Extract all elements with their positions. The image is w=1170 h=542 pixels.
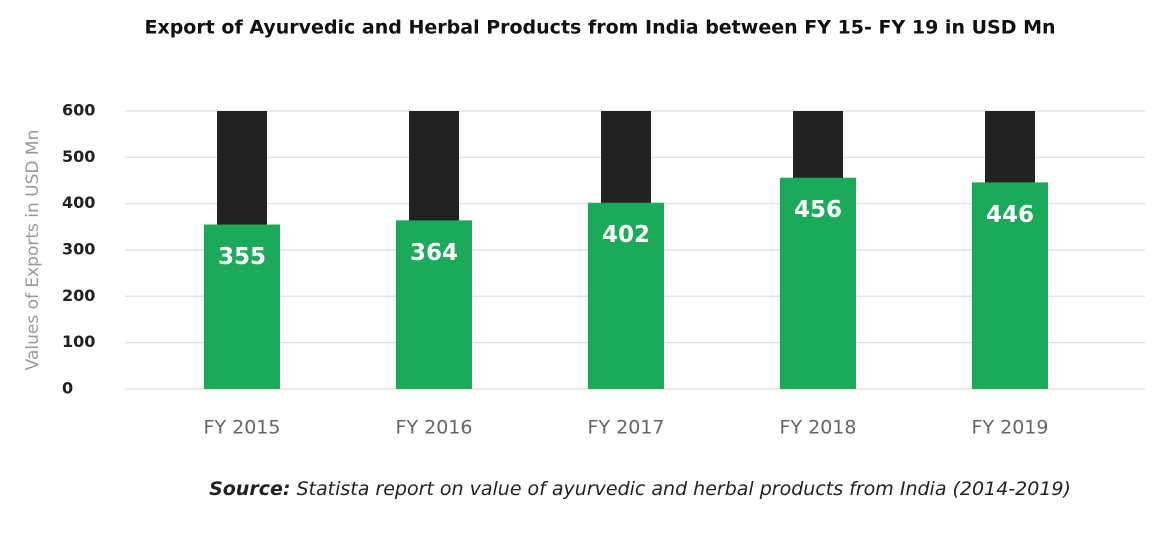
y-axis-label: Values of Exports in USD Mn: [23, 130, 43, 371]
x-tick-label: FY 2015: [204, 417, 281, 439]
bar: [396, 220, 472, 389]
data-label: 446: [986, 202, 1034, 228]
x-tick-label: FY 2016: [396, 417, 473, 439]
bar: [780, 177, 856, 389]
bar: [588, 202, 664, 389]
source-text: Statista report on value of ayurvedic an…: [297, 478, 1071, 500]
y-tick-label: 400: [62, 193, 95, 212]
bar: [204, 224, 280, 389]
data-label: 364: [410, 240, 458, 266]
y-tick-label: 0: [62, 379, 73, 398]
data-label: 355: [218, 244, 266, 270]
x-tick-label: FY 2018: [780, 417, 857, 439]
chart-title: Export of Ayurvedic and Herbal Products …: [144, 17, 1055, 39]
data-label: 456: [794, 197, 842, 223]
data-label: 402: [602, 222, 650, 248]
x-tick-label: FY 2017: [588, 417, 665, 439]
y-tick-label: 200: [62, 286, 95, 305]
x-tick-label: FY 2019: [972, 417, 1049, 439]
source-label: Source:: [209, 478, 290, 500]
y-tick-label: 600: [62, 101, 95, 120]
source-note: Source: Statista report on value of ayur…: [209, 478, 1071, 500]
y-tick-label: 500: [62, 147, 95, 166]
bar: [972, 182, 1048, 389]
y-tick-label: 300: [62, 240, 95, 259]
y-tick-label: 100: [62, 332, 95, 351]
